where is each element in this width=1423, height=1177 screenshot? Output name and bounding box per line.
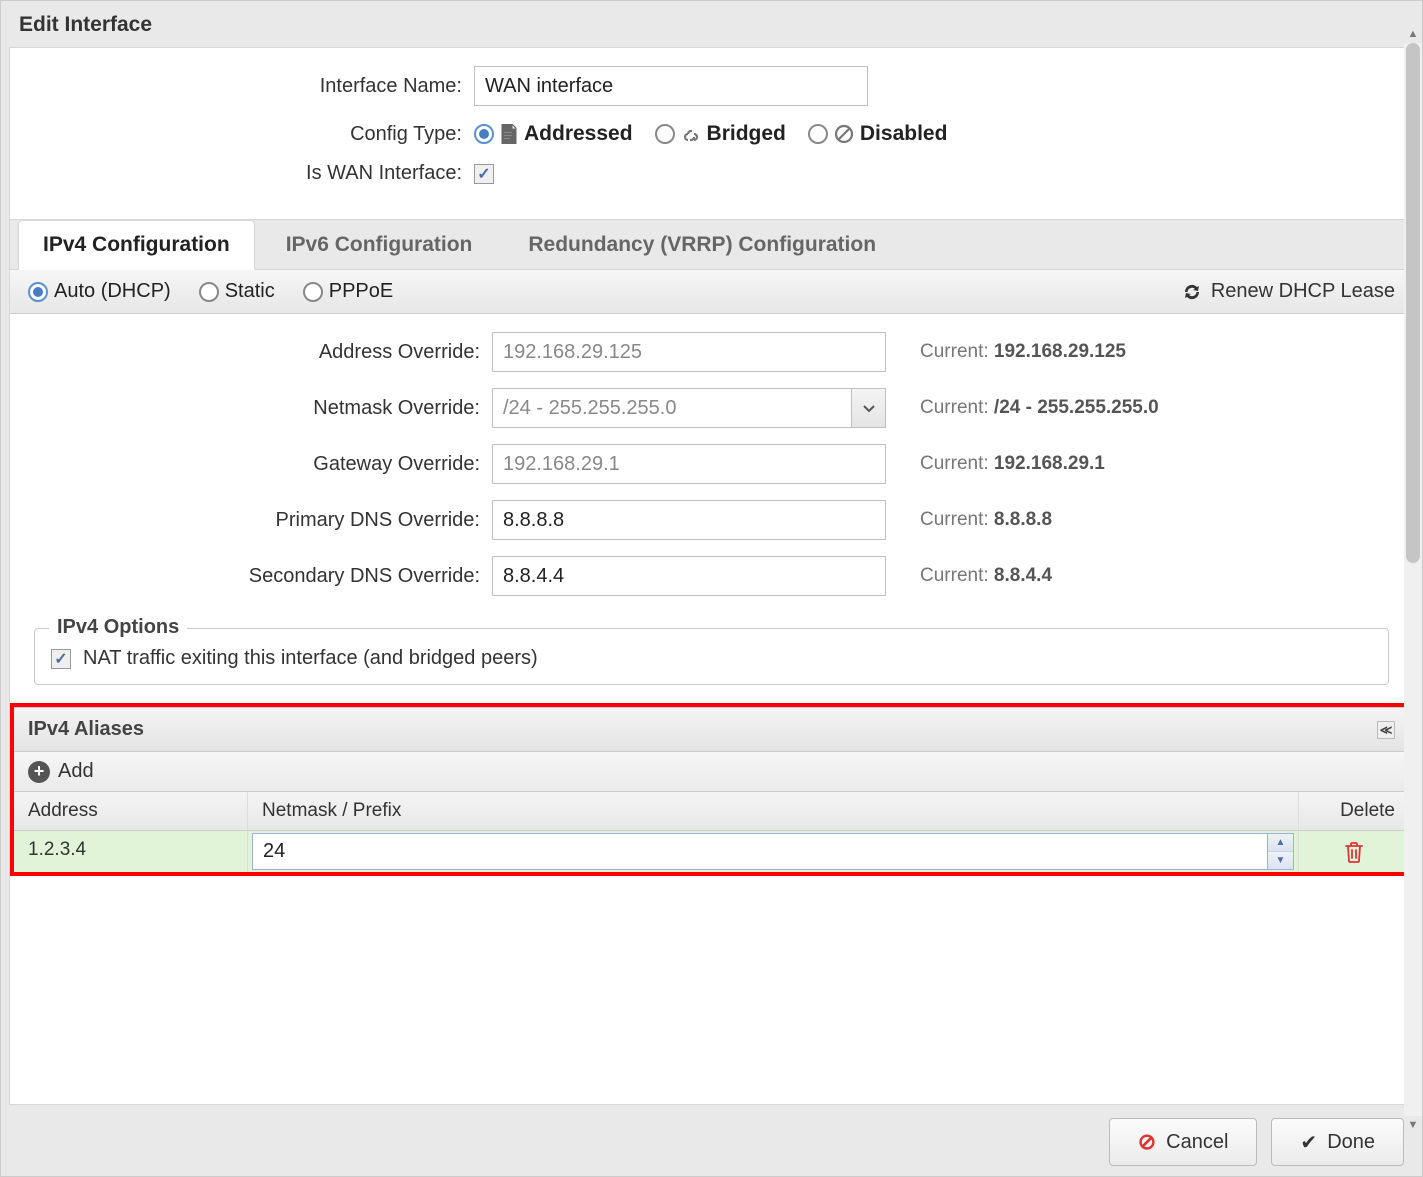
config-disabled-label: Disabled bbox=[860, 122, 948, 146]
tab-ipv4[interactable]: IPv4 Configuration bbox=[18, 220, 255, 270]
col-delete: Delete bbox=[1299, 792, 1409, 830]
config-addressed-option[interactable]: Addressed bbox=[474, 122, 633, 146]
aliases-title: IPv4 Aliases bbox=[28, 718, 144, 741]
link-icon bbox=[681, 124, 701, 144]
is-wan-checkbox[interactable] bbox=[474, 164, 494, 184]
radio-icon bbox=[199, 282, 219, 302]
renew-dhcp-button[interactable]: Renew DHCP Lease bbox=[1181, 280, 1395, 303]
is-wan-label: Is WAN Interface: bbox=[34, 162, 474, 185]
cancel-icon: ⊘ bbox=[1138, 1129, 1156, 1155]
mode-static[interactable]: Static bbox=[199, 280, 275, 303]
config-tabs: IPv4 Configuration IPv6 Configuration Re… bbox=[10, 219, 1413, 270]
alias-prefix-input[interactable]: ▲ ▼ bbox=[252, 833, 1294, 870]
chevron-down-icon bbox=[851, 389, 885, 427]
dialog-body: Interface Name: Config Type: Addressed B… bbox=[9, 47, 1414, 1105]
address-current: Current: 192.168.29.125 bbox=[920, 341, 1126, 363]
mode-auto[interactable]: Auto (DHCP) bbox=[28, 280, 171, 303]
alias-address[interactable]: 1.2.3.4 bbox=[14, 831, 248, 872]
plus-icon: + bbox=[28, 761, 50, 783]
renew-label: Renew DHCP Lease bbox=[1211, 280, 1395, 303]
gateway-override-input[interactable] bbox=[492, 444, 886, 484]
config-disabled-option[interactable]: Disabled bbox=[808, 122, 948, 146]
document-icon bbox=[500, 124, 518, 144]
dns1-override-input[interactable] bbox=[492, 500, 886, 540]
gateway-override-label: Gateway Override: bbox=[34, 453, 492, 476]
mode-pppoe-label: PPPoE bbox=[329, 280, 393, 303]
dns2-override-label: Secondary DNS Override: bbox=[34, 565, 492, 588]
trash-icon[interactable] bbox=[1343, 840, 1365, 864]
config-bridged-label: Bridged bbox=[707, 122, 786, 146]
refresh-icon bbox=[1181, 281, 1203, 303]
alias-table: Address Netmask / Prefix Delete 1.2.3.4 … bbox=[14, 792, 1409, 872]
ipv4-options-legend: IPv4 Options bbox=[49, 616, 187, 639]
done-button[interactable]: ✔ Done bbox=[1271, 1118, 1404, 1166]
scroll-up-icon[interactable]: ▲ bbox=[1404, 25, 1422, 43]
config-addressed-label: Addressed bbox=[524, 122, 633, 146]
netmask-current: Current: /24 - 255.255.255.0 bbox=[920, 397, 1159, 419]
radio-selected-icon bbox=[474, 124, 494, 144]
add-label: Add bbox=[58, 760, 94, 783]
edit-interface-dialog: Edit Interface Interface Name: Config Ty… bbox=[0, 0, 1423, 1177]
config-type-label: Config Type: bbox=[34, 123, 474, 146]
nat-checkbox[interactable] bbox=[51, 649, 71, 669]
aliases-header: IPv4 Aliases ≪ bbox=[14, 707, 1409, 752]
ipv4-aliases-section: IPv4 Aliases ≪ + Add Address Netmask / P… bbox=[10, 703, 1413, 876]
mode-pppoe[interactable]: PPPoE bbox=[303, 280, 393, 303]
radio-icon bbox=[655, 124, 675, 144]
gateway-current: Current: 192.168.29.1 bbox=[920, 453, 1105, 475]
tab-ipv6[interactable]: IPv6 Configuration bbox=[261, 220, 498, 269]
top-form: Interface Name: Config Type: Addressed B… bbox=[10, 48, 1413, 219]
dialog-footer: ⊘ Cancel ✔ Done bbox=[1109, 1118, 1404, 1166]
dns1-override-label: Primary DNS Override: bbox=[34, 509, 492, 532]
check-icon: ✔ bbox=[1300, 1130, 1317, 1155]
done-label: Done bbox=[1327, 1131, 1375, 1154]
dns2-override-input[interactable] bbox=[492, 556, 886, 596]
alias-table-header: Address Netmask / Prefix Delete bbox=[14, 792, 1409, 831]
radio-selected-icon bbox=[28, 282, 48, 302]
tab-vrrp[interactable]: Redundancy (VRRP) Configuration bbox=[503, 220, 901, 269]
collapse-icon[interactable]: ≪ bbox=[1377, 721, 1395, 739]
dialog-title: Edit Interface bbox=[1, 1, 1422, 47]
col-netmask: Netmask / Prefix bbox=[248, 792, 1299, 830]
netmask-value: /24 - 255.255.255.0 bbox=[493, 397, 851, 420]
spinner-down-icon[interactable]: ▼ bbox=[1268, 852, 1293, 869]
netmask-override-select[interactable]: /24 - 255.255.255.0 bbox=[492, 388, 886, 428]
config-bridged-option[interactable]: Bridged bbox=[655, 122, 786, 146]
disabled-icon bbox=[834, 124, 854, 144]
col-address: Address bbox=[14, 792, 248, 830]
radio-icon bbox=[808, 124, 828, 144]
dns1-current: Current: 8.8.8.8 bbox=[920, 509, 1052, 531]
address-override-label: Address Override: bbox=[34, 341, 492, 364]
override-section: Address Override: Current: 192.168.29.12… bbox=[10, 314, 1413, 622]
scrollbar[interactable]: ▲ ▼ bbox=[1404, 43, 1422, 1116]
scroll-down-icon[interactable]: ▼ bbox=[1404, 1116, 1422, 1134]
add-alias-button[interactable]: + Add bbox=[14, 752, 1409, 792]
mode-static-label: Static bbox=[225, 280, 275, 303]
mode-auto-label: Auto (DHCP) bbox=[54, 280, 171, 303]
ipv4-options-fieldset: IPv4 Options NAT traffic exiting this in… bbox=[34, 628, 1389, 685]
netmask-override-label: Netmask Override: bbox=[34, 397, 492, 420]
scroll-thumb[interactable] bbox=[1406, 43, 1420, 563]
interface-name-label: Interface Name: bbox=[34, 75, 474, 98]
address-override-input[interactable] bbox=[492, 332, 886, 372]
alias-prefix-field[interactable] bbox=[253, 834, 1267, 869]
alias-row: 1.2.3.4 ▲ ▼ bbox=[14, 831, 1409, 872]
cancel-button[interactable]: ⊘ Cancel bbox=[1109, 1118, 1258, 1166]
cancel-label: Cancel bbox=[1166, 1131, 1228, 1154]
radio-icon bbox=[303, 282, 323, 302]
nat-label: NAT traffic exiting this interface (and … bbox=[83, 647, 538, 670]
dns2-current: Current: 8.8.4.4 bbox=[920, 565, 1052, 587]
interface-name-input[interactable] bbox=[474, 66, 868, 106]
ipv4-mode-bar: Auto (DHCP) Static PPPoE Renew DHCP Leas… bbox=[10, 270, 1413, 314]
spinner-up-icon[interactable]: ▲ bbox=[1268, 834, 1293, 852]
